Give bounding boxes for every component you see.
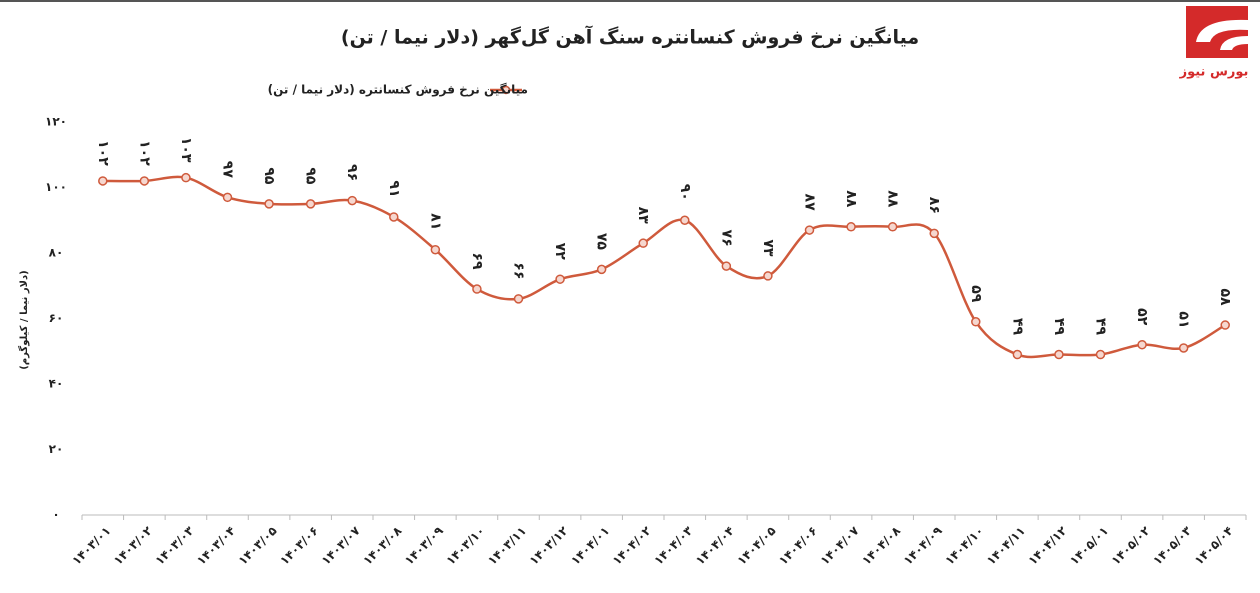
data-label: ۷۶ — [718, 230, 734, 247]
data-label: ۹۱ — [386, 180, 402, 197]
data-label: ۱۰۲ — [95, 140, 111, 166]
data-point — [139, 176, 150, 186]
data-point — [929, 228, 939, 239]
data-point — [264, 199, 274, 209]
logo-text: بورس نیوز — [1179, 65, 1249, 80]
data-point — [1220, 320, 1230, 330]
data-label: ۵۸ — [1217, 289, 1233, 307]
data-label: ۸۱ — [427, 213, 443, 230]
chart-title: میانگین نرخ فروش کنسانتره سنگ آهن گل‌گهر… — [341, 25, 919, 49]
data-label: ۶۶ — [511, 262, 527, 279]
data-label: ۸۸ — [843, 190, 859, 208]
y-tick-label: ۲۰ — [49, 442, 64, 456]
data-point — [596, 264, 607, 275]
y-tick-label: ۸۰ — [49, 246, 64, 260]
y-tick-label: ۱۰۰ — [45, 180, 67, 194]
data-label: ۹۵ — [303, 167, 319, 185]
data-point — [181, 172, 191, 183]
data-label: ۵۱ — [1176, 311, 1192, 328]
data-point — [555, 274, 565, 284]
data-label: ۹۰ — [677, 184, 693, 201]
legend-label: میانگین نرخ فروش کنسانتره (دلار نیما / ت… — [268, 83, 528, 98]
data-label: ۴۹ — [1093, 318, 1109, 336]
legend-marker — [501, 85, 511, 95]
data-point — [1178, 343, 1189, 353]
data-label: ۷۲ — [552, 243, 568, 261]
data-label: ۸۸ — [885, 190, 901, 208]
data-label: ۹۷ — [220, 161, 236, 179]
data-point — [1012, 349, 1023, 360]
data-point — [721, 261, 732, 271]
data-label: ۷۳ — [760, 239, 776, 257]
data-point — [763, 271, 773, 281]
data-label: ۶۹ — [469, 252, 485, 270]
data-label: ۷۵ — [594, 233, 610, 251]
data-point — [1137, 339, 1147, 350]
data-label: ۵۹ — [968, 285, 984, 303]
data-label: ۸۶ — [926, 197, 942, 214]
data-label: ۵۲ — [1134, 308, 1150, 326]
data-point — [305, 199, 316, 209]
data-point — [804, 225, 815, 235]
data-point — [98, 176, 108, 186]
data-point — [1054, 349, 1064, 360]
data-label: ۴۹ — [1051, 318, 1067, 336]
y-tick-label: ۶۰ — [49, 311, 64, 325]
data-label: ۴۹ — [1009, 318, 1025, 336]
data-point — [472, 284, 482, 294]
data-label: ۸۷ — [802, 194, 818, 212]
data-point — [638, 238, 648, 248]
data-label: ۸۳ — [635, 207, 651, 225]
logo-mark — [1186, 6, 1248, 58]
data-label: ۹۵ — [261, 167, 277, 185]
data-label: ۱۰۲ — [136, 140, 152, 166]
y-tick-label: ۰ — [52, 508, 59, 522]
data-point — [887, 222, 898, 232]
data-point — [680, 215, 690, 225]
data-point — [1095, 349, 1106, 360]
data-point — [846, 222, 856, 232]
series-line — [102, 175, 1226, 359]
data-point — [222, 192, 233, 203]
data-label: ۱۰۳ — [178, 137, 194, 163]
data-point — [347, 195, 357, 206]
data-point — [430, 244, 441, 255]
data-point — [389, 212, 399, 222]
data-point — [971, 317, 981, 327]
y-tick-label: ۱۲۰ — [45, 115, 67, 129]
data-point — [513, 294, 524, 304]
data-label: ۹۶ — [344, 164, 360, 181]
y-tick-label: ۴۰ — [49, 377, 64, 391]
y-axis-label: (دلار نیما / کیلوگرم) — [17, 270, 30, 369]
